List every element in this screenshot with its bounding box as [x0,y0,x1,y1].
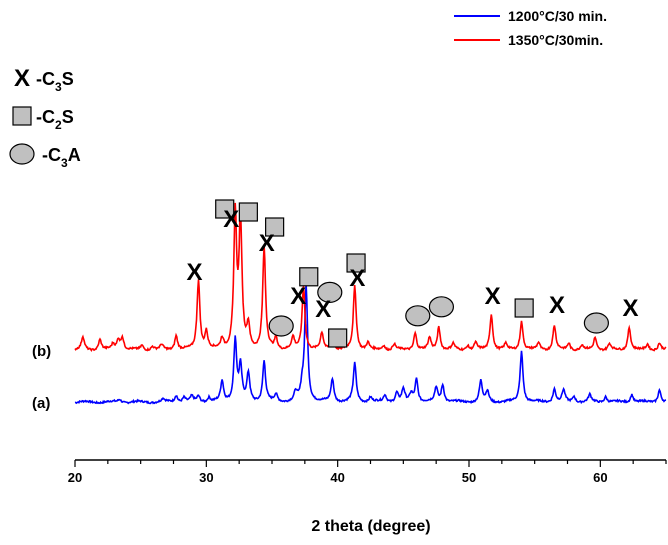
c2s-marker [328,328,348,348]
c3s-marker: X [485,283,501,310]
c2s-marker [215,199,235,219]
peak-annotations: XXX XX X X X X [187,199,639,348]
c3s-marker: X [549,292,565,319]
c3a-marker [317,281,343,303]
series-line-a [74,283,667,405]
x-tick-label: 50 [462,470,476,485]
c2s-marker [346,253,366,273]
series-legend: 1200°C/30 min. 1350°C/30min. [454,8,607,48]
c3s-marker: X [315,296,331,323]
legend-label-b: 1350°C/30min. [508,32,603,48]
x-tick-label: 40 [330,470,344,485]
phase-label: -C2S [36,107,74,132]
c2s-marker [238,202,258,222]
series-line-b [74,202,667,352]
phase-symbol-x: X [14,65,30,92]
x-axis-title: 2 theta (degree) [311,518,430,535]
c3a-marker [268,315,294,337]
c3a-marker [428,296,455,318]
curve-label-b: (b) [32,343,51,360]
x-tick-label: 60 [593,470,607,485]
phase-symbol-square [12,106,32,126]
c3s-marker: X [290,283,306,310]
c2s-marker [265,217,285,237]
x-tick-label: 20 [68,470,82,485]
legend-label-a: 1200°C/30 min. [508,8,607,24]
phase-legend: X -C3S -C2S -C3A [9,65,81,170]
curves-layer: (a) (b) [32,202,667,412]
phase-symbol-circle [9,143,35,165]
phase-label: -C3S [36,69,74,94]
c2s-marker [514,298,534,318]
phase-label: -C3A [42,145,81,170]
c3s-marker: X [223,206,239,233]
curve-label-a: (a) [32,395,50,412]
c2s-marker [299,267,319,287]
x-axis: 20 30 40 50 60 [68,459,667,485]
c3s-marker: X [187,259,203,286]
c3s-marker: X [259,230,275,257]
c3a-marker [583,312,609,334]
c3a-marker [405,305,431,327]
x-tick-label: 30 [199,470,213,485]
c3s-marker: X [623,295,639,322]
c3s-marker: X [349,265,365,292]
